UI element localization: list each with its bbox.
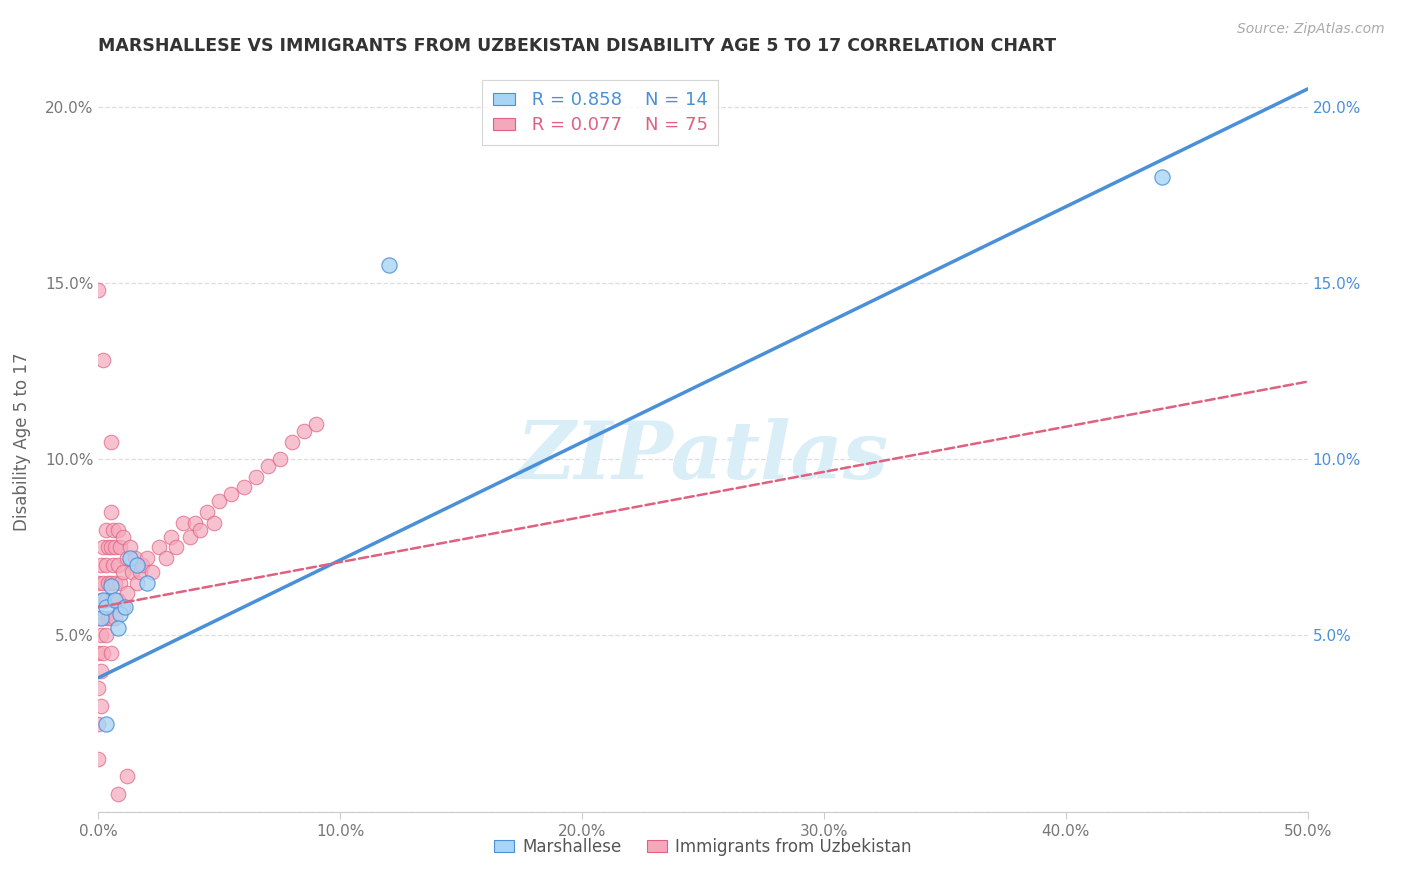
Point: [90, 664, 112, 678]
Point: [108, 607, 131, 622]
Y-axis label: Disability Age 5 to 17: Disability Age 5 to 17: [13, 352, 31, 531]
Point: [104, 541, 127, 555]
Point: [107, 787, 129, 801]
Point: [87, 752, 110, 766]
Point: [155, 550, 177, 565]
Point: [108, 541, 131, 555]
Point: [100, 646, 122, 660]
Point: [117, 586, 139, 600]
Point: [100, 541, 122, 555]
Point: [117, 550, 139, 565]
Point: [94, 628, 117, 642]
Point: [94, 593, 117, 607]
Point: [91, 593, 114, 607]
Point: [195, 505, 218, 519]
Point: [101, 558, 124, 572]
Point: [101, 523, 124, 537]
Text: Source: ZipAtlas.com: Source: ZipAtlas.com: [1237, 22, 1385, 37]
Point: [90, 698, 112, 713]
Point: [100, 505, 122, 519]
Point: [111, 600, 134, 615]
Point: [179, 530, 201, 544]
Point: [135, 575, 157, 590]
Point: [292, 424, 315, 438]
Point: [104, 611, 127, 625]
Point: [165, 541, 187, 555]
Point: [172, 516, 194, 530]
Point: [101, 593, 124, 607]
Point: [131, 558, 153, 572]
Point: [90, 558, 112, 572]
Point: [188, 523, 211, 537]
Text: MARSHALLESE VS IMMIGRANTS FROM UZBEKISTAN DISABILITY AGE 5 TO 17 CORRELATION CHA: MARSHALLESE VS IMMIGRANTS FROM UZBEKISTA…: [98, 37, 1056, 54]
Point: [91, 611, 114, 625]
Point: [221, 487, 243, 501]
Point: [94, 600, 117, 615]
Point: [107, 523, 129, 537]
Point: [108, 575, 131, 590]
Point: [118, 550, 141, 565]
Point: [104, 593, 127, 607]
Point: [97, 541, 120, 555]
Point: [121, 565, 143, 579]
Point: [91, 575, 114, 590]
Point: [94, 523, 117, 537]
Point: [107, 621, 129, 635]
Point: [160, 530, 183, 544]
Point: [256, 459, 278, 474]
Point: [100, 575, 122, 590]
Point: [148, 541, 170, 555]
Point: [87, 575, 110, 590]
Point: [87, 716, 110, 731]
Point: [100, 611, 122, 625]
Point: [128, 565, 150, 579]
Point: [184, 516, 207, 530]
Point: [90, 611, 112, 625]
Point: [94, 716, 117, 731]
Point: [91, 541, 114, 555]
Point: [124, 550, 146, 565]
Point: [117, 769, 139, 783]
Point: [208, 494, 231, 508]
Point: [97, 575, 120, 590]
Point: [104, 575, 127, 590]
Point: [91, 353, 114, 368]
Point: [97, 611, 120, 625]
Point: [118, 541, 141, 555]
Point: [100, 434, 122, 449]
Point: [1152, 170, 1174, 185]
Point: [377, 258, 399, 272]
Point: [232, 480, 254, 494]
Point: [245, 470, 267, 484]
Point: [94, 558, 117, 572]
Point: [90, 628, 112, 642]
Point: [114, 600, 136, 615]
Point: [269, 452, 291, 467]
Point: [127, 575, 149, 590]
Point: [281, 434, 304, 449]
Point: [127, 558, 149, 572]
Text: ZIPatlas: ZIPatlas: [517, 417, 889, 495]
Point: [87, 611, 110, 625]
Point: [87, 646, 110, 660]
Point: [204, 516, 226, 530]
Legend: Marshallese, Immigrants from Uzbekistan: Marshallese, Immigrants from Uzbekistan: [488, 831, 918, 863]
Point: [100, 579, 122, 593]
Point: [111, 530, 134, 544]
Point: [87, 681, 110, 696]
Point: [90, 593, 112, 607]
Point: [107, 558, 129, 572]
Point: [135, 550, 157, 565]
Point: [91, 646, 114, 660]
Point: [107, 593, 129, 607]
Point: [111, 565, 134, 579]
Point: [305, 417, 328, 431]
Point: [141, 565, 163, 579]
Point: [87, 283, 110, 297]
